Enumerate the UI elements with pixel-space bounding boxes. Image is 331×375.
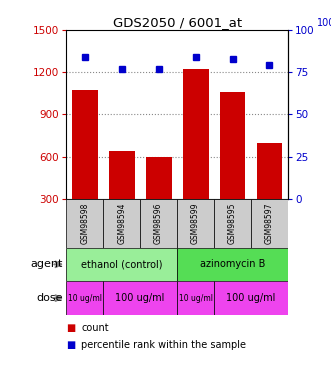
Bar (219, 92, 246, 199)
Bar (183, 69, 209, 199)
Bar (140, 199, 177, 248)
Text: azinomycin B: azinomycin B (200, 260, 265, 269)
Text: GSM98598: GSM98598 (80, 202, 89, 244)
Text: 100 ug/ml: 100 ug/ml (116, 293, 165, 303)
Text: 100 ug/ml: 100 ug/ml (226, 293, 276, 303)
Text: GSM98597: GSM98597 (265, 202, 274, 244)
Text: agent: agent (30, 260, 63, 269)
Bar (214, 199, 251, 248)
Bar (109, 151, 135, 199)
Bar (177, 281, 214, 315)
Text: count: count (81, 323, 109, 333)
Text: dose: dose (36, 293, 63, 303)
Text: GSM98596: GSM98596 (154, 202, 163, 244)
Bar (177, 248, 288, 281)
Text: ethanol (control): ethanol (control) (81, 260, 163, 269)
Bar (66, 281, 103, 315)
Text: 10 ug/ml: 10 ug/ml (178, 294, 213, 303)
Bar (146, 157, 171, 199)
Bar (66, 248, 177, 281)
Text: ■: ■ (66, 323, 75, 333)
Bar (72, 90, 98, 199)
Text: ■: ■ (66, 340, 75, 350)
Bar (177, 199, 214, 248)
Bar (103, 199, 140, 248)
Text: GSM98599: GSM98599 (191, 202, 200, 244)
Bar (66, 199, 103, 248)
Bar (214, 281, 288, 315)
Text: GSM98595: GSM98595 (228, 202, 237, 244)
Title: GDS2050 / 6001_at: GDS2050 / 6001_at (113, 16, 242, 29)
Text: 100%: 100% (317, 18, 331, 28)
Text: 10 ug/ml: 10 ug/ml (68, 294, 102, 303)
Bar (103, 281, 177, 315)
Bar (251, 199, 288, 248)
Text: GSM98594: GSM98594 (117, 202, 126, 244)
Text: percentile rank within the sample: percentile rank within the sample (81, 340, 246, 350)
Bar (257, 142, 282, 199)
